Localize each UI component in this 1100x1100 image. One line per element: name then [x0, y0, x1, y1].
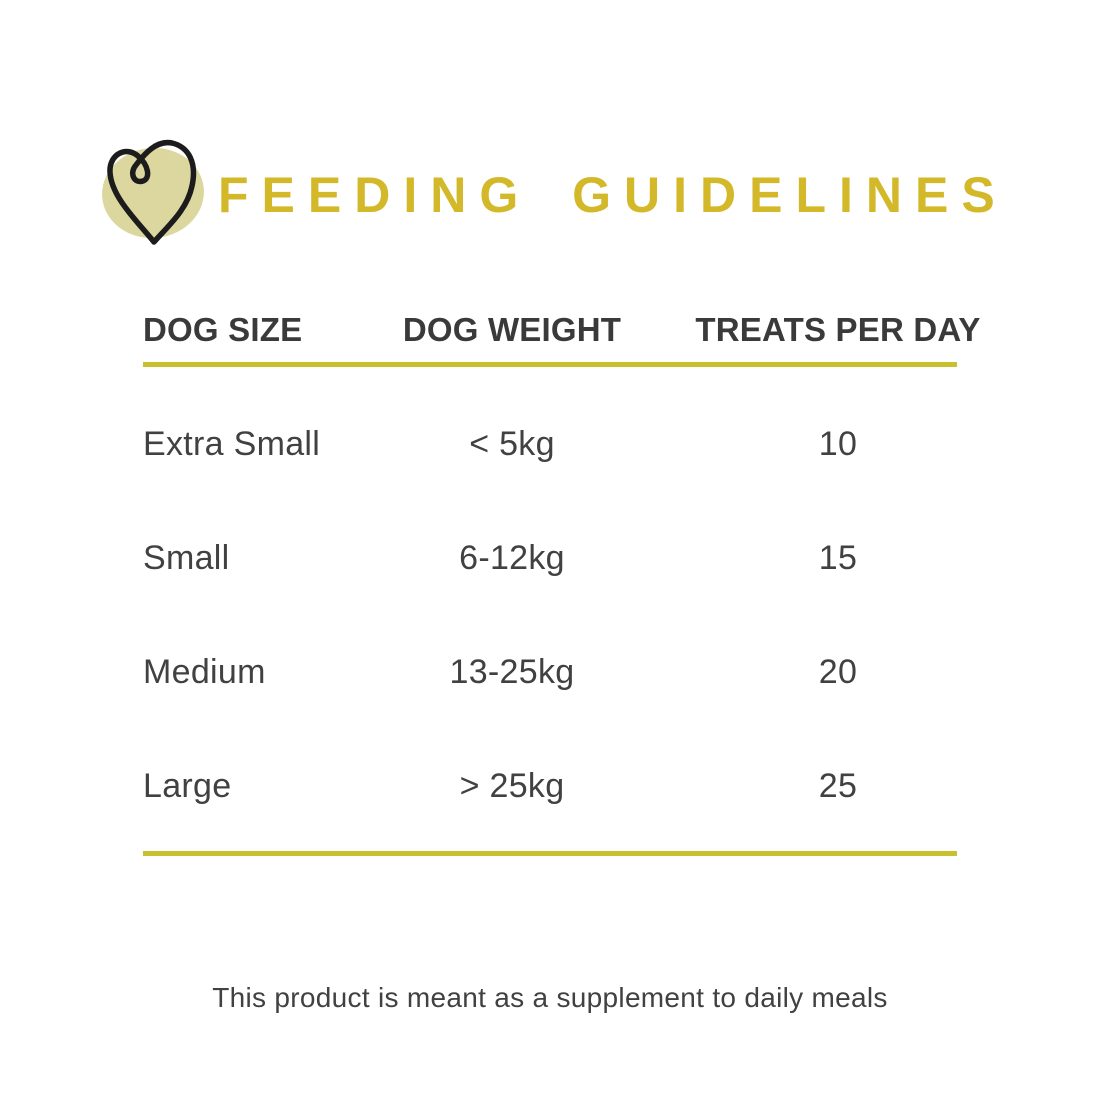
table-header-row: DOG SIZE DOG WEIGHT TREATS PER DAY	[143, 311, 980, 348]
table-body: Extra Small < 5kg 10 Small 6-12kg 15 Med…	[143, 367, 957, 843]
column-header-treats-per-day: TREATS PER DAY	[695, 311, 981, 348]
cell-dog-size: Large	[143, 766, 232, 805]
table-row-medium: Medium 13-25kg 20	[143, 615, 957, 729]
column-header-dog-size: DOG SIZE	[143, 311, 303, 348]
feeding-table: DOG SIZE DOG WEIGHT TREATS PER DAY Extra…	[143, 311, 980, 856]
heart-outline	[107, 139, 197, 245]
cell-dog-weight: < 5kg	[469, 424, 555, 463]
brand-logo	[96, 132, 210, 250]
footer-note: This product is meant as a supplement to…	[212, 982, 888, 1013]
table-row-small: Small 6-12kg 15	[143, 501, 957, 615]
cell-dog-size: Extra Small	[143, 424, 321, 463]
table-row-extra-small: Extra Small < 5kg 10	[143, 387, 957, 501]
cell-treats: 20	[818, 652, 858, 691]
cell-treats: 10	[818, 424, 858, 463]
table-row-large: Large > 25kg 25	[143, 729, 957, 843]
column-header-dog-weight: DOG WEIGHT	[402, 311, 622, 348]
page-title: FEEDING GUIDELINES	[218, 167, 1008, 223]
header: FEEDING GUIDELINES	[96, 134, 1100, 248]
cell-dog-weight: > 25kg	[459, 766, 565, 805]
cell-dog-size: Medium	[143, 652, 266, 691]
cell-dog-size: Small	[143, 538, 230, 577]
cell-dog-weight: 6-12kg	[459, 538, 565, 577]
top-rule	[143, 362, 957, 367]
heart-scribble-icon	[102, 139, 204, 245]
cell-treats: 25	[818, 766, 858, 805]
cell-dog-weight: 13-25kg	[449, 652, 575, 691]
bottom-rule	[143, 851, 957, 856]
cell-treats: 15	[818, 538, 858, 577]
